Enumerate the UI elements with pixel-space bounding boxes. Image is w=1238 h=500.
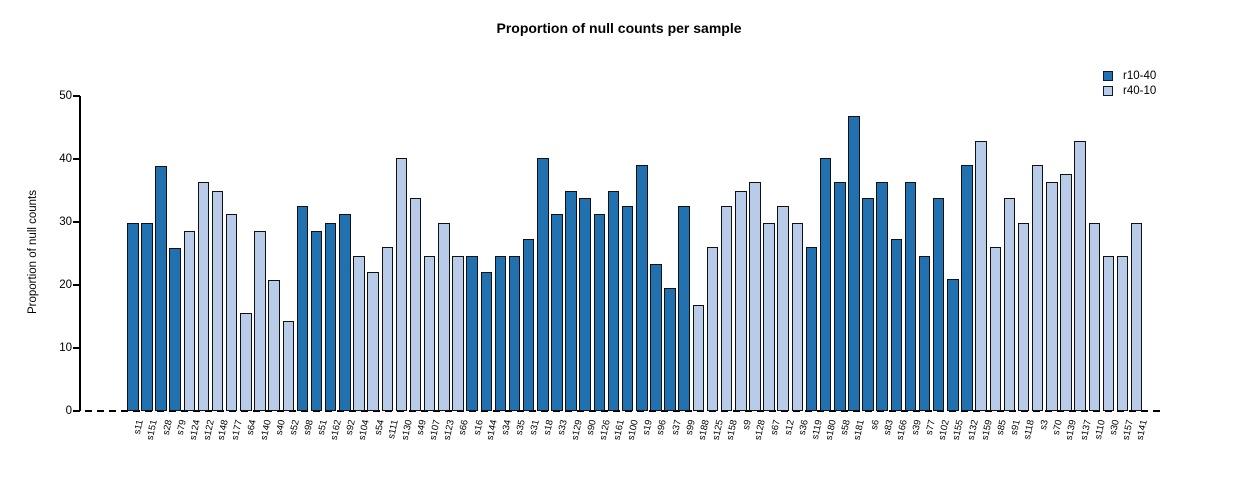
y-tick-mark [73, 284, 80, 286]
bar-s125 [706, 247, 719, 411]
bar-s130 [395, 157, 408, 411]
bar-s124 [183, 230, 196, 411]
legend-label: r10-40 [1123, 69, 1157, 82]
bar-s104 [353, 256, 365, 411]
bar-s77 [918, 256, 931, 411]
bar-s67 [763, 222, 775, 411]
bar-s28 [155, 165, 167, 411]
bar-s51 [310, 230, 323, 411]
bar-s181 [848, 116, 860, 411]
bar-s18 [537, 157, 549, 411]
bar-s161 [607, 190, 620, 411]
bar-s100 [621, 206, 634, 411]
bar-s96 [650, 264, 662, 411]
bar-s19 [636, 165, 648, 411]
bar-s36 [791, 223, 804, 411]
legend-label: r40-10 [1123, 84, 1157, 97]
bar-s9 [735, 190, 747, 411]
bar-s91 [1003, 198, 1016, 411]
bar-s90 [579, 198, 591, 411]
y-tick-label: 30 [59, 216, 72, 228]
bar-s140 [254, 231, 266, 411]
bar-s123 [438, 223, 450, 411]
legend-swatch-icon [1103, 70, 1113, 81]
bar-s119 [805, 247, 818, 411]
bar-s30 [1102, 256, 1115, 411]
y-tick-mark [73, 221, 80, 223]
bar-s33 [551, 214, 563, 411]
bar-s126 [593, 214, 606, 411]
y-axis-title: Proportion of null counts [27, 189, 39, 315]
bar-s31 [522, 239, 535, 411]
legend: r10-40 r40-10 [1103, 68, 1156, 98]
bar-s49 [409, 198, 422, 411]
bar-s11 [127, 223, 139, 411]
bar-s139 [1060, 174, 1072, 411]
bar-s70 [1046, 181, 1058, 411]
bar-s107 [423, 256, 436, 411]
bar-s111 [381, 247, 394, 411]
bar-s137 [1074, 141, 1086, 411]
bar-s98 [296, 206, 309, 411]
bar-s177 [225, 214, 238, 411]
bar-s148 [211, 191, 224, 411]
legend-item-r10-40: r10-40 [1103, 68, 1156, 83]
bar-s158 [720, 206, 733, 411]
legend-swatch-icon [1103, 85, 1113, 96]
bar-s6 [862, 198, 874, 411]
bar-s157 [1116, 256, 1129, 411]
y-axis-line [79, 96, 81, 411]
bar-s128 [749, 181, 761, 411]
y-tick-label: 0 [65, 405, 72, 417]
bar-s52 [282, 320, 295, 411]
y-tick-mark [73, 158, 80, 160]
legend-item-r40-10: r40-10 [1103, 83, 1156, 98]
bar-s141 [1130, 222, 1143, 411]
bar-s54 [367, 271, 379, 411]
bar-s16 [466, 256, 478, 411]
bar-s166 [890, 239, 903, 411]
bar-s162 [324, 222, 337, 411]
bar-s159 [975, 141, 987, 411]
y-tick-mark [73, 95, 80, 97]
bar-s79 [169, 247, 181, 411]
bar-s180 [819, 157, 832, 411]
bar-s83 [876, 181, 888, 411]
y-tick-label: 10 [59, 342, 72, 354]
bar-s118 [1017, 222, 1030, 411]
bar-s129 [565, 190, 577, 411]
bar-s12 [777, 206, 789, 411]
bar-s40 [268, 279, 280, 411]
bar-s144 [480, 271, 492, 411]
bar-s37 [664, 287, 676, 411]
chart-title: Proportion of null counts per sample [496, 20, 742, 36]
y-tick-label: 50 [59, 90, 72, 102]
bar-s66 [452, 256, 464, 411]
bar-s35 [508, 256, 521, 411]
y-tick-mark [73, 410, 80, 412]
bar-s110 [1088, 222, 1101, 411]
bar-s85 [989, 247, 1002, 411]
bar-s102 [932, 198, 945, 411]
y-tick-label: 20 [59, 279, 72, 291]
bar-s188 [692, 304, 705, 411]
bar-s34 [494, 256, 507, 411]
y-tick-mark [73, 347, 80, 349]
bar-s64 [240, 312, 252, 411]
bar-s151 [141, 223, 153, 411]
bar-s92 [339, 214, 351, 411]
y-tick-label: 40 [59, 153, 72, 165]
bar-s132 [961, 165, 973, 411]
bar-s122 [197, 181, 210, 411]
bar-s99 [678, 206, 690, 411]
bar-s39 [904, 181, 917, 411]
bar-s3 [1031, 165, 1044, 411]
bar-s155 [947, 279, 959, 411]
bar-s58 [834, 181, 846, 411]
